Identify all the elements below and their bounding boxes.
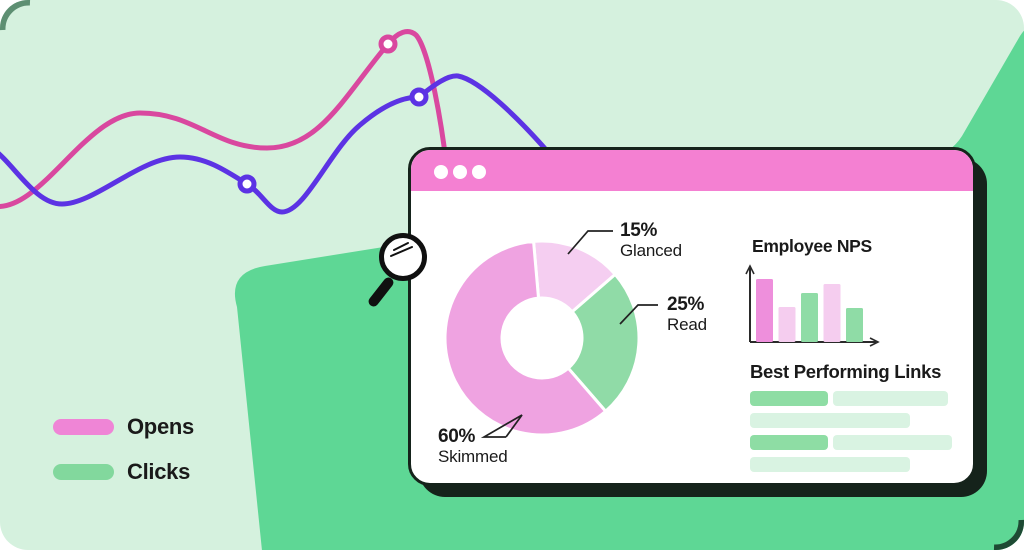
magnifier-handle — [366, 275, 396, 309]
legend-item-clicks: Clicks — [53, 459, 194, 485]
window-dot — [434, 165, 448, 179]
link-bar-faint — [833, 391, 948, 406]
corner-sliver-bottom-right — [993, 519, 1024, 550]
donut-label-read: 25% Read — [667, 294, 707, 334]
link-bar-faint — [750, 457, 910, 472]
clicks-swatch — [53, 464, 114, 480]
window-dot — [472, 165, 486, 179]
link-bar-solid — [750, 391, 828, 406]
glanced-name: Glanced — [620, 240, 682, 260]
legend-item-opens: Opens — [53, 414, 194, 440]
legend: Opens Clicks — [53, 414, 194, 504]
glanced-percent: 15% — [620, 220, 658, 241]
donut-label-glanced: 15% Glanced — [620, 220, 682, 260]
nps-chart-title: Employee NPS — [752, 236, 872, 256]
link-row — [750, 391, 952, 406]
link-bar-faint — [833, 435, 952, 450]
read-percent: 25% — [667, 294, 705, 315]
magnifier-icon — [379, 233, 427, 281]
corner-sliver-top-left — [0, 0, 31, 31]
opens-line-marker — [378, 34, 398, 54]
link-row — [750, 413, 952, 428]
magnifier-sparkle — [390, 242, 413, 257]
skimmed-percent: 60% — [438, 426, 476, 447]
window-dot — [453, 165, 467, 179]
opens-swatch — [53, 419, 114, 435]
clicks-label: Clicks — [127, 459, 191, 484]
link-row — [750, 457, 952, 472]
read-name: Read — [667, 314, 707, 334]
clicks-line-marker — [409, 87, 429, 107]
donut-label-skimmed: 60% Skimmed — [438, 426, 508, 466]
opens-label: Opens — [127, 414, 194, 439]
links-section-title: Best Performing Links — [750, 361, 942, 382]
clicks-line-marker — [237, 174, 257, 194]
links-bars — [750, 391, 952, 479]
link-bar-solid — [750, 435, 828, 450]
window-title-bar — [411, 150, 973, 191]
opens-line — [0, 29, 453, 209]
link-bar-faint — [750, 413, 910, 428]
link-row — [750, 435, 952, 450]
skimmed-name: Skimmed — [438, 446, 508, 466]
